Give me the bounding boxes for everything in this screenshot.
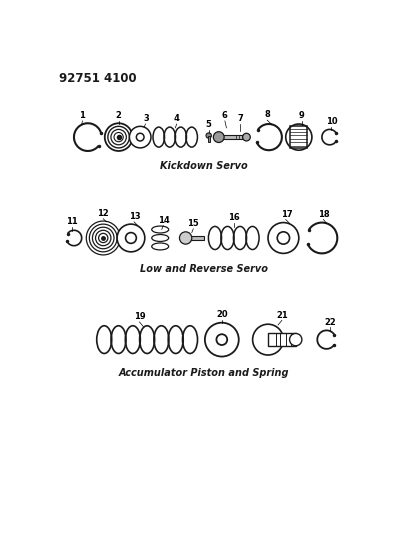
Circle shape <box>216 334 227 345</box>
Text: 22: 22 <box>324 318 336 327</box>
Circle shape <box>111 130 126 145</box>
Circle shape <box>99 233 108 243</box>
Circle shape <box>268 223 299 253</box>
Circle shape <box>126 232 136 244</box>
Bar <box>290 126 307 148</box>
Text: 21: 21 <box>276 311 288 320</box>
Circle shape <box>108 126 129 148</box>
Text: 12: 12 <box>97 209 109 218</box>
Circle shape <box>205 322 239 357</box>
Text: Accumulator Piston and Spring: Accumulator Piston and Spring <box>119 368 289 378</box>
Circle shape <box>117 224 145 252</box>
Circle shape <box>86 221 120 255</box>
Text: 18: 18 <box>318 209 330 219</box>
Text: Kickdown Servo: Kickdown Servo <box>160 161 248 171</box>
Circle shape <box>136 133 144 141</box>
Circle shape <box>180 232 192 244</box>
Circle shape <box>114 133 123 142</box>
Text: 2: 2 <box>116 111 122 120</box>
Circle shape <box>290 334 302 346</box>
Circle shape <box>89 224 117 252</box>
Circle shape <box>95 230 111 246</box>
Text: 92751 4100: 92751 4100 <box>59 72 136 85</box>
Text: 15: 15 <box>188 219 199 228</box>
Text: 8: 8 <box>265 110 270 119</box>
Bar <box>268 334 296 346</box>
Bar <box>217 135 248 140</box>
Text: Low and Reverse Servo: Low and Reverse Servo <box>140 264 268 274</box>
Text: 17: 17 <box>280 209 292 219</box>
Bar <box>207 135 210 142</box>
Text: 16: 16 <box>228 213 240 222</box>
Text: 9: 9 <box>299 111 305 120</box>
Circle shape <box>243 133 250 141</box>
Circle shape <box>253 324 283 355</box>
Text: 3: 3 <box>144 114 149 123</box>
Circle shape <box>213 132 224 142</box>
Circle shape <box>129 126 151 148</box>
Text: 6: 6 <box>222 111 228 120</box>
Circle shape <box>277 232 290 244</box>
Bar <box>186 236 204 240</box>
Circle shape <box>93 227 114 249</box>
Text: 1: 1 <box>79 111 85 120</box>
Circle shape <box>206 133 211 138</box>
Text: 7: 7 <box>237 114 243 123</box>
Circle shape <box>105 123 132 151</box>
Text: 10: 10 <box>326 117 338 126</box>
Text: 19: 19 <box>134 312 145 321</box>
Text: 14: 14 <box>158 216 170 225</box>
Text: 4: 4 <box>174 114 180 123</box>
Text: 13: 13 <box>129 212 140 221</box>
Text: 11: 11 <box>66 217 77 227</box>
Text: 20: 20 <box>216 310 227 319</box>
Text: 5: 5 <box>206 120 211 130</box>
